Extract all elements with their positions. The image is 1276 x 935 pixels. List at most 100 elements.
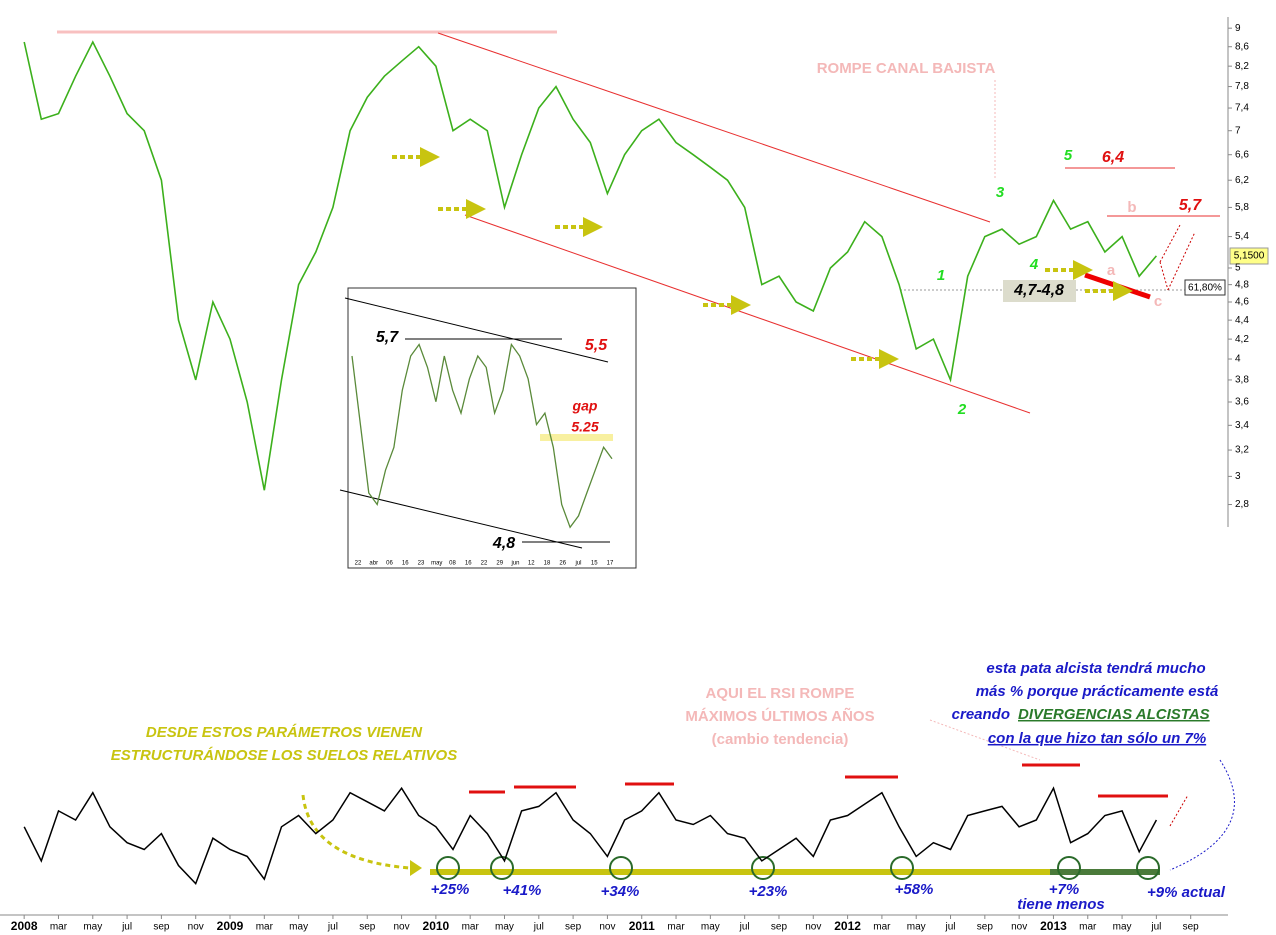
y-tick-label: 7,4: [1235, 103, 1249, 114]
inset-x-label: 26: [559, 561, 566, 567]
x-tick-label: nov: [805, 922, 821, 933]
inset-x-label: may: [431, 561, 442, 567]
fib-tag: [1184, 279, 1226, 296]
y-tick-label: 7,8: [1235, 81, 1249, 92]
inset-x-label: 12: [528, 561, 535, 567]
annotation: +9% actual: [1147, 884, 1226, 901]
inset-x-label: 17: [607, 561, 614, 567]
x-tick-label: nov: [599, 922, 615, 933]
annotation: tiene menos: [1017, 896, 1105, 913]
inset-x-label: 29: [496, 561, 503, 567]
inset-x-label: 22: [355, 561, 362, 567]
zone-box: [1003, 280, 1076, 302]
x-tick-label: jul: [327, 922, 338, 933]
inset-x-label: abr: [369, 561, 378, 567]
fib-label: 61,80%: [1188, 283, 1222, 294]
annotation: AQUI EL RSI ROMPE: [706, 685, 855, 702]
y-tick-label: 8,2: [1235, 61, 1249, 72]
pivot-circle: [436, 856, 460, 880]
y-tick-label: 4,8: [1235, 279, 1249, 290]
support-band: [430, 869, 1160, 875]
annotation: MÁXIMOS ÚLTIMOS AÑOS: [685, 707, 874, 725]
x-tick-label: 2013: [1040, 919, 1067, 933]
annotation: +34%: [601, 883, 640, 900]
annotations: ROMPE CANAL BAJISTA 5 6,4 3 b 5,7 4 a 1 …: [111, 60, 1265, 913]
annotation: ROMPE CANAL BAJISTA: [817, 60, 996, 77]
x-tick-label: may: [701, 922, 720, 933]
arrow-head: [420, 147, 440, 167]
rsi-line: [23, 786, 1158, 885]
x-tick-label: 2011: [629, 919, 655, 933]
y-tick-label: 3,4: [1235, 420, 1249, 431]
pivot-circle: [609, 856, 633, 880]
curve-arrow: [1169, 759, 1235, 871]
pointer: [929, 719, 1041, 761]
annotation: 5: [1064, 147, 1073, 164]
y-tick-label: 8,6: [1235, 41, 1249, 52]
price-tag: [1229, 247, 1269, 265]
inset-annotation: 5,5: [585, 337, 608, 354]
x-tick-label: nov: [394, 922, 410, 933]
annotation: +25%: [431, 881, 470, 898]
x-tick-label: may: [1113, 922, 1132, 933]
annotation: +7%: [1049, 881, 1079, 898]
annotation: c: [1154, 293, 1162, 310]
y-tick-label: 9: [1235, 23, 1241, 34]
x-tick-label: jul: [739, 922, 750, 933]
annotation: a: [1107, 262, 1116, 279]
x-tick-label: sep: [153, 922, 170, 933]
inset-x-label: 06: [386, 561, 393, 567]
x-tick-label: jul: [945, 922, 956, 933]
x-tick-label: 2009: [217, 919, 244, 933]
y-tick-label: 4,6: [1235, 297, 1249, 308]
inset-x-label: 15: [591, 561, 598, 567]
annotation: ESTRUCTURÁNDOSE LOS SUELOS RELATIVOS: [111, 747, 457, 764]
annotation: esta pata alcista tendrá mucho: [986, 660, 1205, 677]
x-tick-label: may: [289, 922, 308, 933]
support-band: [1050, 869, 1160, 875]
y-tick-label: 4,2: [1235, 334, 1249, 345]
annotation: +58%: [895, 881, 934, 898]
inset-x-label: 23: [418, 561, 425, 567]
annotation: más % porque prácticamente está: [976, 683, 1219, 700]
arrows: [392, 147, 1133, 369]
x-tick-label: sep: [1183, 922, 1200, 933]
inset-annotation: 4,8: [492, 535, 515, 552]
inset-channel: [339, 489, 583, 549]
annotation: 5,7: [1179, 197, 1202, 214]
arrow-head: [879, 349, 899, 369]
inset-x-label: 16: [402, 561, 409, 567]
x-tick-label: mar: [50, 922, 68, 933]
annotation: 2: [957, 401, 967, 418]
x-tick-label: sep: [565, 922, 582, 933]
y-tick-label: 3,2: [1235, 445, 1249, 456]
inset-annotation: gap: [572, 398, 598, 414]
pivot-circle: [751, 856, 775, 880]
x-tick-label: jul: [533, 922, 544, 933]
inset-x-label: 08: [449, 561, 456, 567]
x-tick-label: may: [907, 922, 926, 933]
arrow-head: [1073, 260, 1093, 280]
inset-x-label: jul: [574, 561, 581, 567]
x-tick-label: jul: [1150, 922, 1161, 933]
annotation: con la que hizo tan sólo un 7%: [988, 730, 1206, 747]
annotation: +41%: [503, 882, 542, 899]
x-tick-label: sep: [771, 922, 788, 933]
y-tick-label: 6,2: [1235, 175, 1249, 186]
y-tick-label: 5,8: [1235, 202, 1249, 213]
annotation: +23%: [749, 883, 788, 900]
annotation: 6,4: [1102, 149, 1124, 166]
y-tick-label: 5: [1235, 263, 1241, 274]
annotation: 4: [1029, 256, 1039, 273]
pivot-circle: [1057, 856, 1081, 880]
x-tick-label: mar: [1079, 922, 1097, 933]
inset-x-label: 22: [481, 561, 488, 567]
x-tick-label: nov: [188, 922, 204, 933]
annotation: creando: [952, 706, 1010, 723]
x-tick-label: sep: [359, 922, 376, 933]
y-tick-label: 4,4: [1235, 315, 1249, 326]
pivot-circle: [1136, 856, 1160, 880]
projection: [1169, 794, 1189, 827]
annotation: 3: [996, 184, 1005, 201]
